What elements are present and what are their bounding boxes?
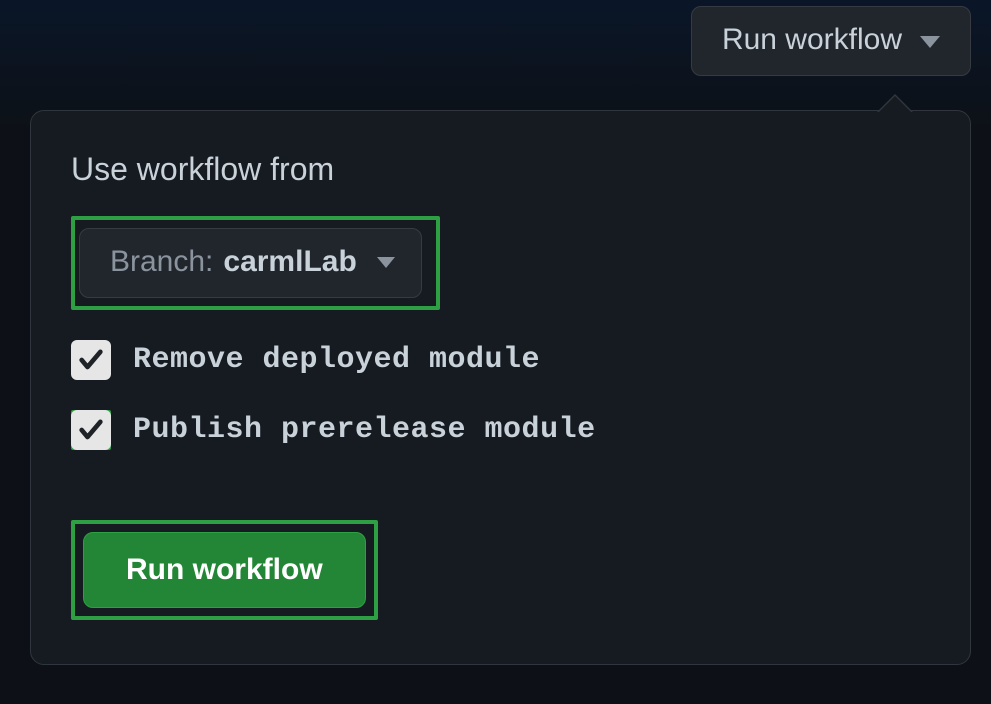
checkmark-icon xyxy=(77,346,105,374)
run-workflow-popover: Use workflow from Branch: carmlLab Remov… xyxy=(30,110,971,665)
chevron-down-icon xyxy=(377,257,395,268)
submit-label: Run workflow xyxy=(126,553,323,586)
run-workflow-trigger-label: Run workflow xyxy=(722,23,902,57)
checkbox-publish-prerelease[interactable] xyxy=(71,410,111,450)
run-workflow-submit-button[interactable]: Run workflow xyxy=(83,532,366,608)
popover-arrow xyxy=(877,94,913,112)
branch-highlight: Branch: carmlLab xyxy=(71,216,440,310)
option-row-remove-deployed: Remove deployed module xyxy=(71,340,930,380)
branch-value: carmlLab xyxy=(223,245,356,279)
branch-select[interactable]: Branch: carmlLab xyxy=(79,228,422,298)
option-row-publish-prerelease: Publish prerelease module xyxy=(71,410,930,450)
checkbox-remove-deployed[interactable] xyxy=(71,340,111,380)
submit-highlight: Run workflow xyxy=(71,520,378,620)
run-workflow-trigger-button[interactable]: Run workflow xyxy=(691,6,971,76)
checkbox-highlight xyxy=(71,410,111,450)
branch-prefix: Branch: xyxy=(110,245,213,279)
chevron-down-icon xyxy=(920,36,940,48)
option-label-remove-deployed: Remove deployed module xyxy=(133,343,540,377)
checkmark-icon xyxy=(77,416,105,444)
option-label-publish-prerelease: Publish prerelease module xyxy=(133,413,596,447)
popover-title: Use workflow from xyxy=(71,151,930,188)
